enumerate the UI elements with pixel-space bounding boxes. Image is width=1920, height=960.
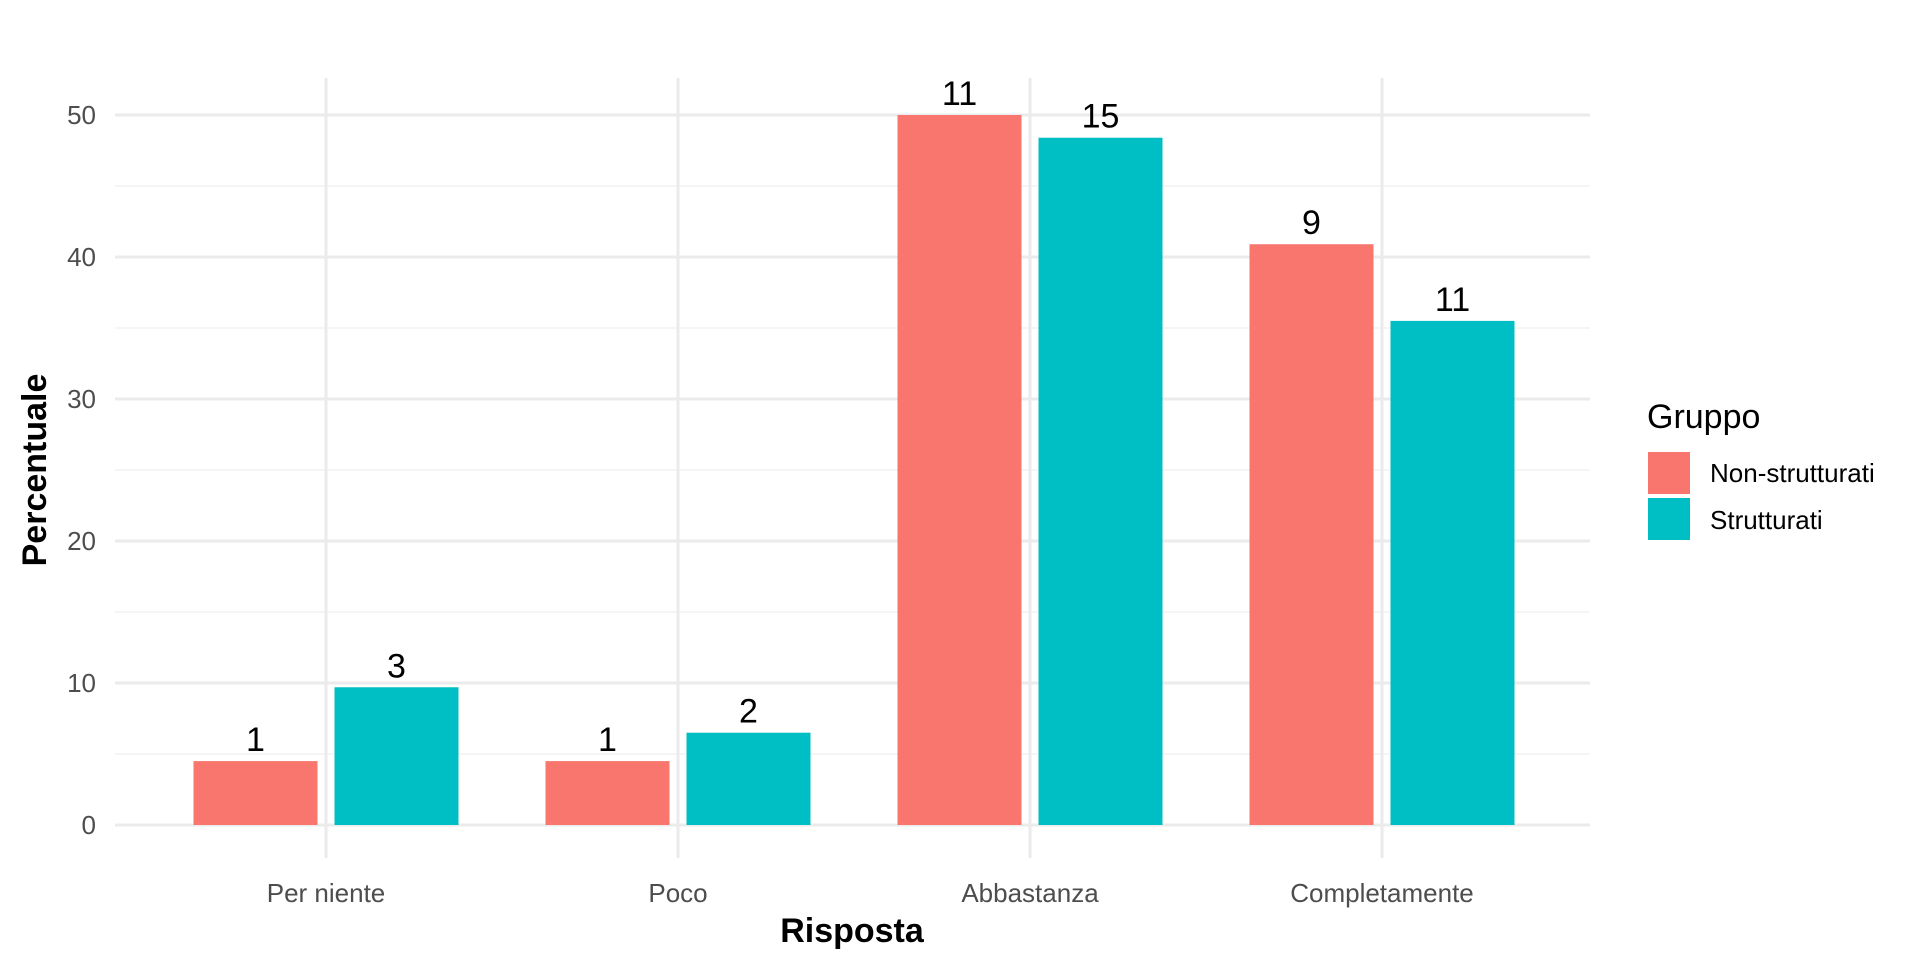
x-axis-ticks: Per niente Poco Abbastanza Completamente — [267, 878, 1474, 908]
bar-strutturati-completamente — [1390, 320, 1515, 825]
data-label-strutturati-abbastanza: 15 — [1082, 98, 1120, 136]
bar-layer — [193, 115, 1515, 826]
bar-non-strutturati-completamente — [1249, 244, 1374, 826]
x-tick-label: Per niente — [267, 878, 386, 908]
data-label-non-strutturati-abbastanza: 11 — [942, 75, 977, 113]
legend-label-non-strutturati: Non-strutturati — [1710, 458, 1875, 488]
y-axis-ticks: 0 10 20 30 40 50 — [67, 100, 96, 840]
y-tick-label: 0 — [82, 810, 96, 840]
y-tick-label: 40 — [67, 242, 96, 272]
legend: Gruppo Non-strutturati Strutturati — [1647, 398, 1875, 540]
bar-non-strutturati-per-niente — [193, 761, 318, 825]
x-tick-label: Abbastanza — [961, 878, 1099, 908]
legend-title: Gruppo — [1647, 398, 1760, 436]
bar-strutturati-abbastanza — [1038, 137, 1163, 826]
bar-strutturati-poco — [686, 732, 811, 825]
bar-non-strutturati-abbastanza — [897, 115, 1022, 825]
y-tick-label: 20 — [67, 526, 96, 556]
bar-non-strutturati-poco — [545, 761, 670, 825]
x-tick-label: Completamente — [1290, 878, 1474, 908]
y-tick-label: 10 — [67, 668, 96, 698]
legend-swatch-non-strutturati — [1648, 452, 1690, 494]
bar-strutturati-per-niente — [334, 687, 459, 825]
data-label-strutturati-poco: 2 — [739, 693, 758, 731]
y-tick-label: 30 — [67, 384, 96, 414]
y-tick-label: 50 — [67, 100, 96, 130]
data-label-non-strutturati-poco: 1 — [598, 721, 617, 759]
data-label-strutturati-completamente: 11 — [1435, 281, 1470, 319]
legend-label-strutturati: Strutturati — [1710, 505, 1823, 535]
data-label-strutturati-per-niente: 3 — [387, 647, 406, 685]
data-label-non-strutturati-per-niente: 1 — [246, 721, 265, 759]
legend-swatch-strutturati — [1648, 498, 1690, 540]
x-axis-title: Risposta — [780, 912, 925, 950]
x-tick-label: Poco — [648, 878, 707, 908]
data-label-non-strutturati-completamente: 9 — [1302, 204, 1321, 242]
y-axis-title: Percentuale — [16, 374, 54, 567]
